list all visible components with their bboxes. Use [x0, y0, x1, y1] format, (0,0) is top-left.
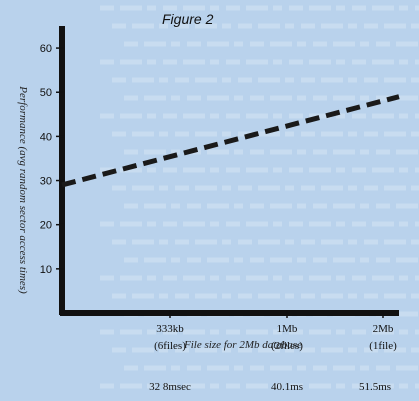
y-tick-label: 10	[40, 264, 52, 276]
x-tick-sublabel: (2files)	[271, 340, 303, 352]
y-tick-label: 20	[40, 220, 52, 232]
series-line	[61, 94, 400, 188]
chart-title: Figure 2	[162, 11, 214, 27]
y-tick-label: 40	[40, 131, 52, 143]
x-axis-label: File size for 2Mb database	[183, 339, 302, 351]
x-tick-sublabel: (6files)	[154, 340, 186, 352]
y-axis-label: Performance (avg random sector access ti…	[17, 85, 29, 294]
access-time-label: 40.1ms	[271, 381, 303, 393]
background-texture	[100, 5, 419, 389]
y-tick-label: 30	[40, 176, 52, 188]
y-tick-label: 50	[40, 87, 52, 99]
access-time-label: 32 8msec	[149, 381, 191, 393]
x-tick-label: 1Mb	[277, 323, 298, 335]
x-ticks-group: 333kb (6files) 32 8msec 1Mb (2files) 40.1ms 2M…	[149, 310, 397, 393]
access-time-label: 51.5ms	[359, 381, 391, 393]
y-ticks-group: 10 20 30 40 50 60	[40, 43, 64, 276]
x-tick-label: 333kb	[156, 323, 184, 335]
x-tick-sublabel: (1file)	[369, 340, 397, 352]
y-tick-label: 60	[40, 43, 52, 55]
series-group	[61, 94, 400, 188]
x-tick-label: 2Mb	[373, 323, 394, 335]
